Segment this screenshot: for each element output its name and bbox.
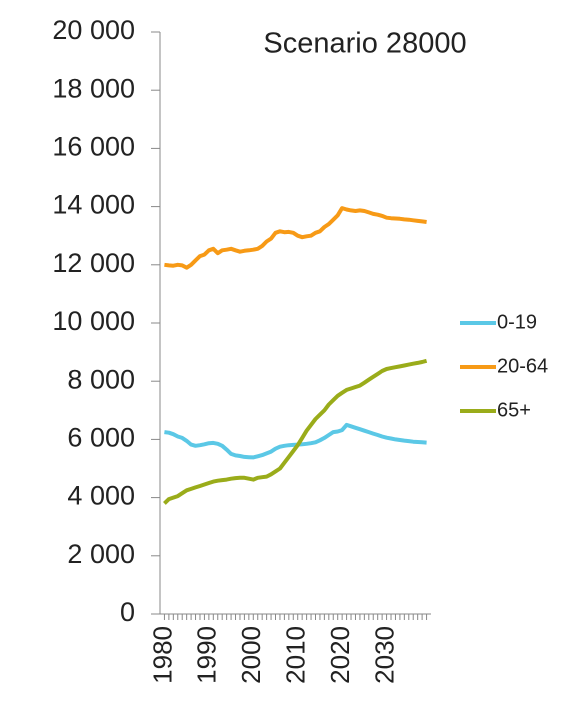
line-series	[163, 358, 428, 505]
legend-label: 0-19	[497, 311, 537, 333]
y-tick-label: 8 000	[67, 364, 135, 394]
y-tick-label: 4 000	[67, 481, 135, 511]
y-tick-label: 6 000	[67, 423, 135, 453]
y-tick-label: 18 000	[52, 73, 135, 103]
line-series	[164, 206, 427, 270]
line-series	[164, 422, 427, 460]
y-tick-label: 12 000	[52, 248, 135, 278]
x-tick-label: 2020	[325, 626, 355, 684]
y-tick-label: 10 000	[52, 306, 135, 336]
x-tick-label: 1990	[192, 626, 222, 684]
x-tick-label: 2030	[369, 626, 399, 684]
y-tick-label: 0	[120, 597, 135, 627]
legend-label: 65+	[497, 399, 531, 421]
y-tick-label: 16 000	[52, 132, 135, 162]
x-tick-label: 1980	[147, 626, 177, 684]
chart-title: Scenario 28000	[263, 28, 466, 60]
y-tick-label: 20 000	[52, 15, 135, 45]
y-tick-label: 2 000	[67, 539, 135, 569]
y-tick-label: 14 000	[52, 190, 135, 220]
legend-label: 20-64	[497, 355, 548, 377]
x-tick-label: 2010	[281, 626, 311, 684]
x-tick-label: 2000	[236, 626, 266, 684]
